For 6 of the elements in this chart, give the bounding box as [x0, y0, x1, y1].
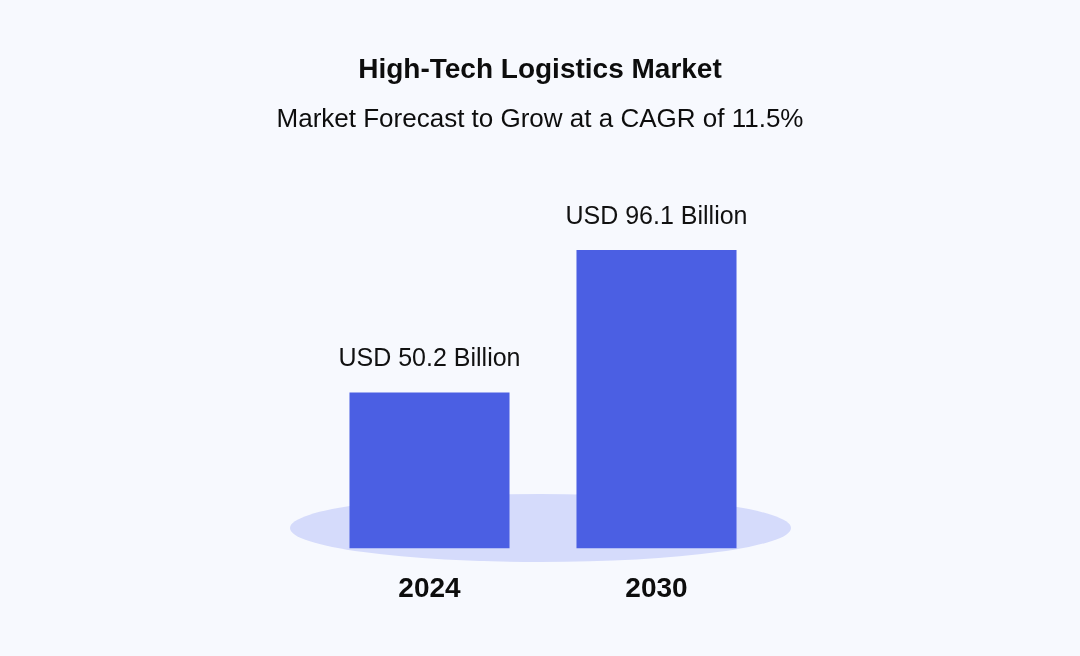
- data-label: USD 50.2 Billion: [338, 343, 521, 372]
- chart-title: High-Tech Logistics Market: [358, 52, 722, 86]
- x-tick-label: 2024: [398, 571, 462, 603]
- data-label: USD 96.1 Billion: [565, 200, 748, 229]
- x-tick-label: 2030: [625, 571, 688, 603]
- chart-subtitle: Market Forecast to Grow at a CAGR of 11.5%: [276, 102, 804, 134]
